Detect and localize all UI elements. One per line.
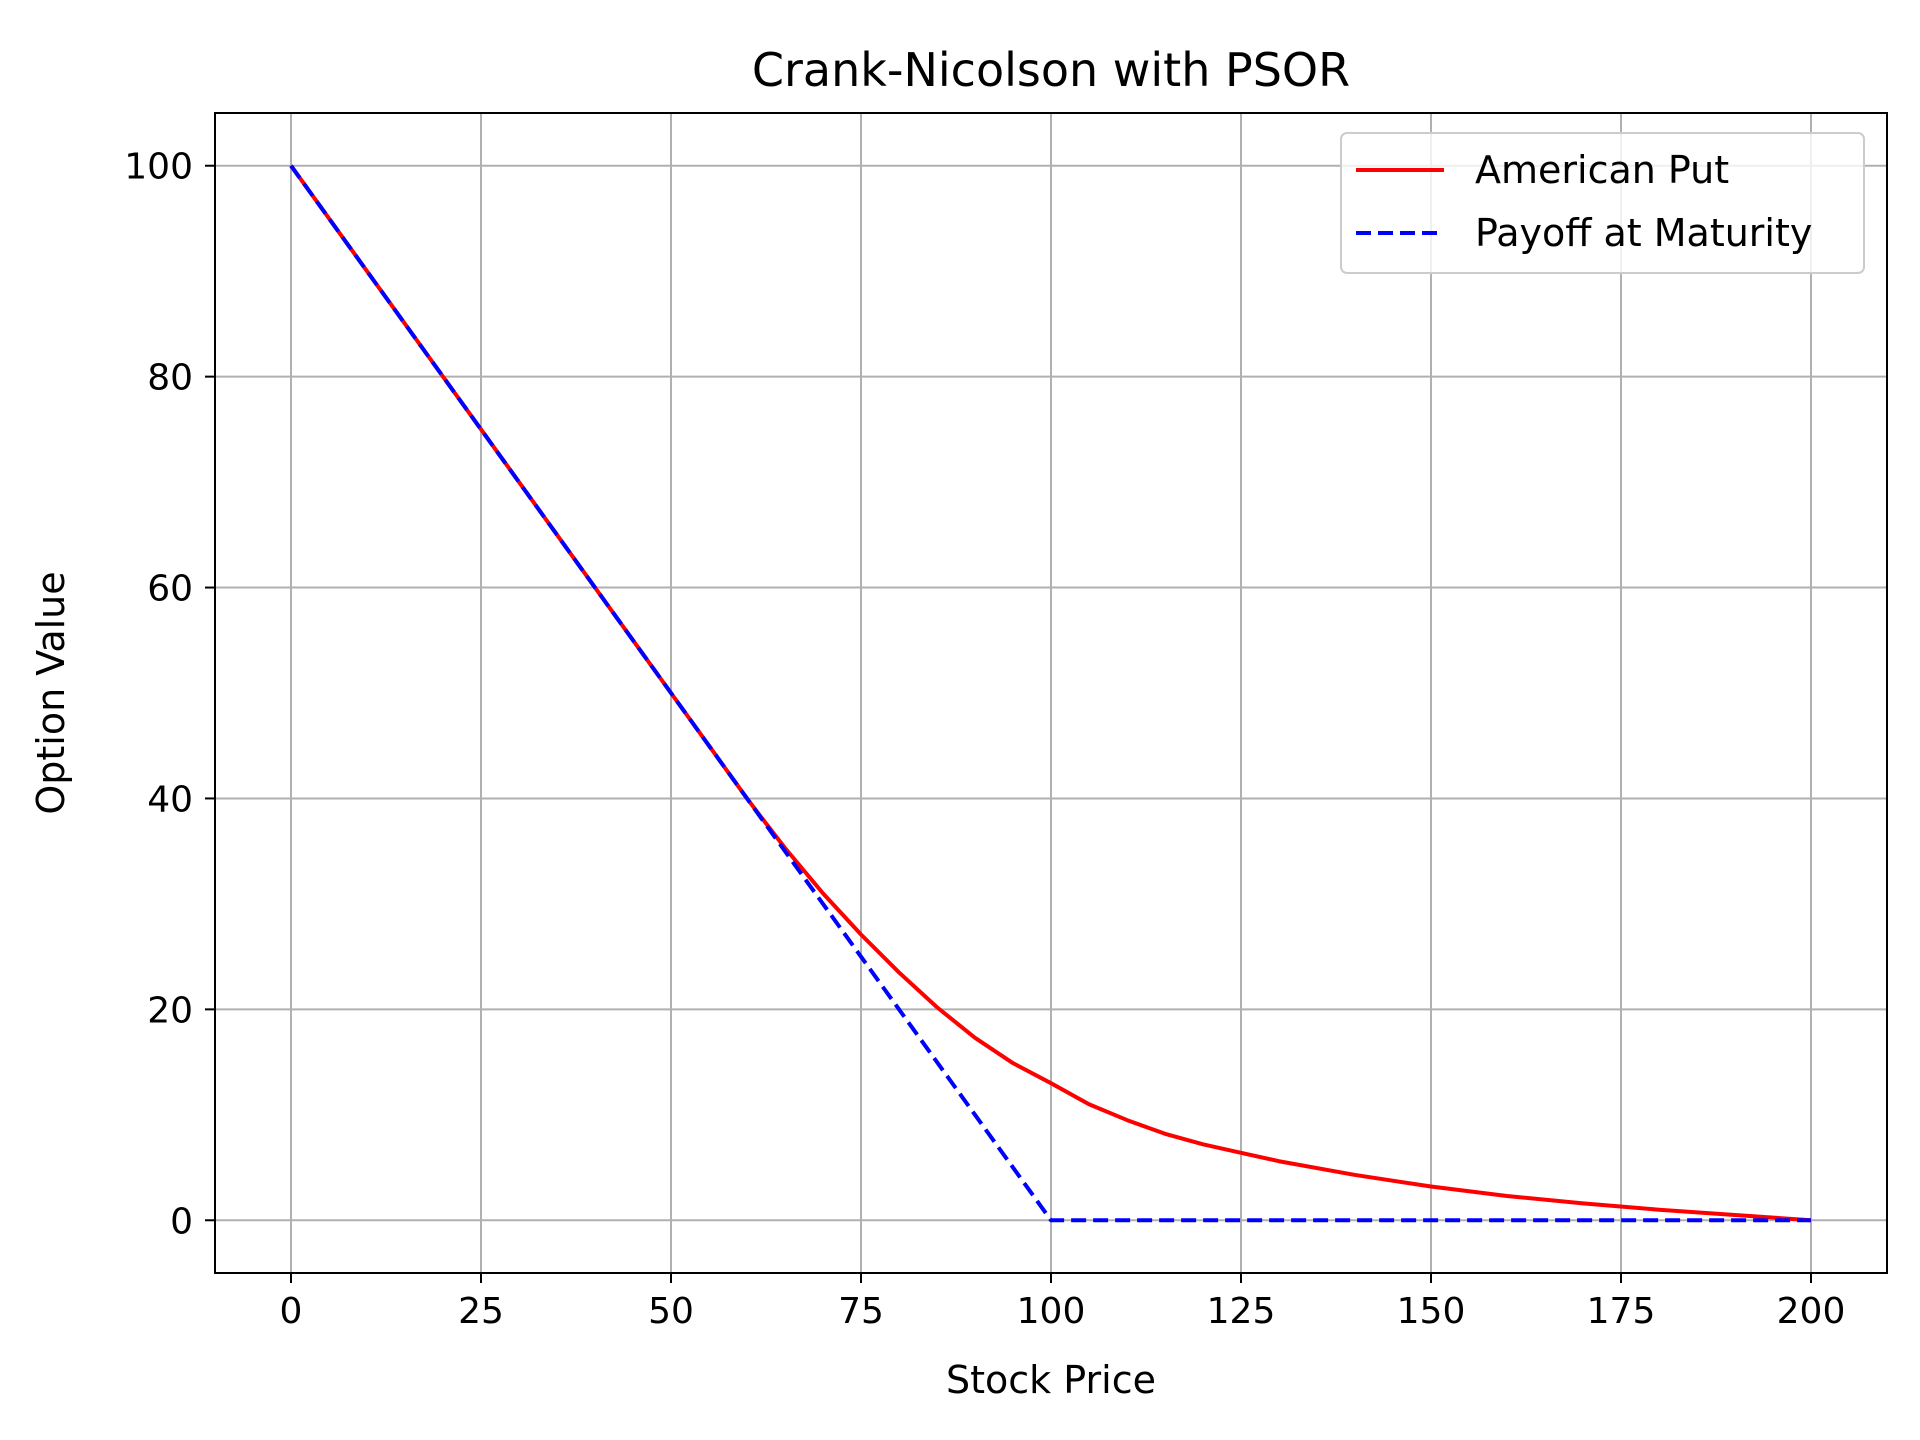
legend-box <box>1340 132 1865 274</box>
x-tick-label: 25 <box>458 1291 504 1332</box>
legend: American Put Payoff at Maturity <box>1340 132 1865 274</box>
y-axis-title: Option Value <box>29 571 73 814</box>
x-tick-label: 100 <box>1017 1291 1086 1332</box>
series-line-payoff-at-maturity <box>289 164 1811 1223</box>
x-tick-label: 50 <box>648 1291 694 1332</box>
y-tick-label: 40 <box>147 779 193 820</box>
series-layer <box>289 164 1812 1223</box>
x-tick-label: 75 <box>838 1291 884 1332</box>
ticks: 0 25 50 75 100 125 150 175 200 0 20 40 60 80 100 <box>124 147 1845 1332</box>
legend-label-american-put: American Put <box>1475 148 1729 192</box>
x-tick-label: 175 <box>1587 1291 1656 1332</box>
chart-title: Crank-Nicolson with PSOR <box>752 43 1350 97</box>
x-tick-label: 0 <box>280 1291 303 1332</box>
x-axis-title: Stock Price <box>946 1358 1156 1402</box>
y-tick-label: 100 <box>124 147 193 188</box>
x-tick-label: 125 <box>1207 1291 1276 1332</box>
y-tick-label: 0 <box>170 1201 193 1242</box>
x-tick-label: 200 <box>1777 1291 1846 1332</box>
y-tick-label: 60 <box>147 569 193 610</box>
y-tick-label: 80 <box>147 358 193 399</box>
x-tick-label: 150 <box>1397 1291 1466 1332</box>
y-tick-label: 20 <box>147 990 193 1031</box>
legend-label-payoff-at-maturity: Payoff at Maturity <box>1475 211 1812 255</box>
